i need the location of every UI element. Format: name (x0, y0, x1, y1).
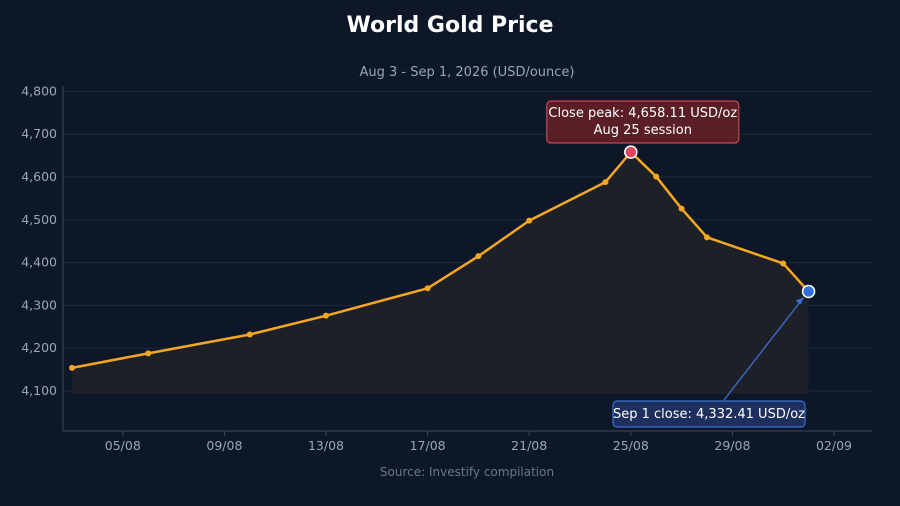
data-point (602, 179, 609, 186)
x-tick-label: 05/08 (105, 438, 141, 453)
data-point (424, 285, 431, 292)
peak-annotation-text: Aug 25 session (594, 123, 692, 138)
x-tick-label: 02/09 (816, 438, 852, 453)
data-point (653, 173, 660, 180)
plot-area: 4,100 4,200 4,300 4,400 4,500 4,600 4,700 4,800… (21, 83, 872, 453)
x-tick-label: 29/08 (714, 438, 750, 453)
close-marker (801, 284, 816, 299)
data-point (704, 234, 710, 241)
chart-title: World Gold Price (347, 13, 554, 38)
y-tick-label: 4,800 (21, 83, 57, 98)
peak-marker (624, 145, 638, 159)
x-tick-label: 17/08 (410, 438, 446, 453)
data-point (145, 350, 152, 357)
y-tick-label: 4,300 (21, 297, 57, 312)
arrow-head (795, 297, 804, 305)
data-point (246, 331, 253, 338)
data-point (780, 260, 787, 267)
price-line (71, 150, 810, 370)
peak-annotation-box (546, 100, 740, 144)
chart-subtitle: Aug 3 - Sep 1, 2026 (USD/ounce) (359, 65, 574, 80)
y-tick-label: 4,200 (21, 340, 57, 355)
x-tick-label: 09/08 (206, 438, 242, 453)
y-tick-label: 4,100 (21, 383, 57, 398)
y-tick-label: 4,400 (21, 255, 57, 270)
y-tick-label: 4,700 (21, 126, 57, 141)
data-point (323, 312, 329, 319)
x-tick-label: 25/08 (613, 438, 649, 453)
y-tick-label: 4,500 (21, 212, 57, 227)
peak-annotation-text: Close peak: 4,658.11 USD/oz (548, 106, 737, 121)
y-tick-label: 4,600 (21, 169, 57, 184)
close-annotation-box (612, 400, 806, 428)
close-annotation-text: Sep 1 close: 4,332.41 USD/oz (613, 407, 805, 422)
data-point (69, 364, 75, 371)
data-point (526, 217, 533, 224)
price-area-fill (72, 152, 809, 394)
data-point (475, 253, 482, 260)
close-annotation-arrow (723, 297, 805, 401)
x-tick-label: 21/08 (511, 438, 547, 453)
x-tick-label: 13/08 (308, 438, 344, 453)
data-point (678, 205, 685, 212)
source-note: Source: Investify compilation (380, 465, 554, 479)
